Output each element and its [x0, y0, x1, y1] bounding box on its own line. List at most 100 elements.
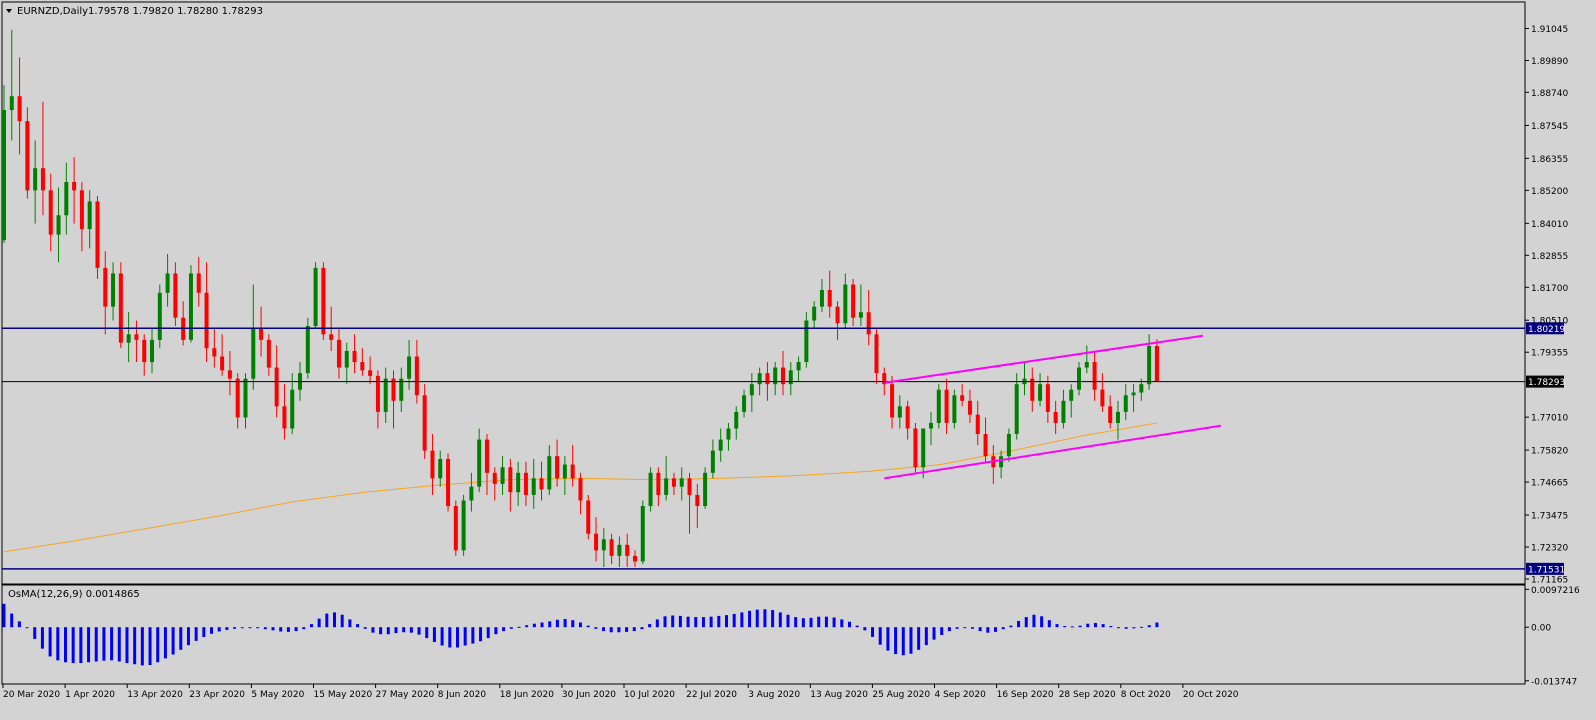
osma-axis: 0.0097216 0.00 -0.013747 — [1525, 586, 1580, 687]
candle-body — [640, 506, 645, 562]
bull-candle — [305, 317, 310, 379]
candle-body — [111, 273, 116, 307]
bear-candle — [25, 107, 30, 199]
osma-bar — [786, 614, 790, 628]
osma-bar — [463, 627, 467, 646]
osma-bar — [663, 616, 667, 628]
candle-body — [1100, 389, 1105, 407]
time-tick-label: 4 Sep 2020 — [935, 690, 987, 700]
osma-bar — [970, 627, 974, 629]
bear-candle — [1030, 367, 1035, 412]
price-tick-label: 1.80510 — [1531, 317, 1568, 327]
bull-candle — [679, 467, 684, 501]
candle-body — [220, 356, 225, 371]
price-tick-label: 1.77010 — [1531, 414, 1568, 424]
osma-bar — [1017, 620, 1021, 628]
bull-candle — [742, 389, 747, 418]
bear-candle — [913, 422, 918, 473]
osma-bar — [486, 627, 490, 639]
bull-candle — [87, 190, 92, 249]
bear-candle — [360, 348, 365, 376]
candle-body — [562, 464, 567, 479]
bull-candle — [56, 187, 61, 263]
bear-candle — [204, 262, 209, 363]
osma-bar — [248, 627, 252, 629]
osma-bar — [240, 627, 244, 629]
osma-bar — [748, 610, 752, 628]
osma-bar — [824, 616, 828, 628]
candle-body — [656, 472, 661, 495]
price-tick-label: 1.71165 — [1531, 576, 1568, 586]
time-axis: 20 Mar 2020 1 Apr 2020 13 Apr 2020 23 Apr 2… — [2, 684, 1239, 700]
osma-bar — [1047, 620, 1051, 628]
osma-bar — [2, 603, 6, 628]
time-tick-label: 13 Aug 2020 — [810, 690, 868, 700]
bull-candle — [1014, 373, 1019, 440]
bull-candle — [251, 284, 256, 390]
bull-candle — [500, 456, 505, 495]
candle-body — [1154, 345, 1159, 382]
osma-bar — [509, 627, 513, 629]
osma-bar — [694, 617, 698, 628]
bull-candle — [1084, 345, 1089, 374]
bull-candle — [773, 362, 778, 396]
osma-bar — [740, 612, 744, 628]
bear-candle — [539, 461, 544, 501]
osma-bar — [394, 627, 398, 634]
candle-body — [508, 467, 513, 493]
candle-body — [734, 411, 739, 429]
candle-body — [17, 96, 22, 122]
osma-bar — [963, 627, 967, 629]
candle-body — [710, 450, 715, 473]
osma-bar — [686, 616, 690, 628]
candle-body — [874, 334, 879, 374]
bull-candle — [1115, 400, 1120, 440]
candle-body — [134, 334, 139, 340]
osma-bar — [594, 627, 598, 629]
osma-bar — [763, 609, 767, 628]
time-tick-label: 8 Oct 2020 — [1121, 690, 1171, 700]
osma-bar — [632, 627, 636, 632]
bull-candle — [1061, 389, 1066, 429]
bear-candle — [48, 173, 53, 252]
osma-bar — [1032, 614, 1036, 628]
bull-candle — [469, 472, 474, 512]
candle-body — [1147, 345, 1152, 385]
candle-body — [142, 339, 147, 363]
time-tick-label: 20 Mar 2020 — [3, 690, 60, 700]
bear-candle — [352, 334, 357, 374]
candle-body — [48, 190, 53, 235]
osma-bar — [56, 627, 60, 661]
bull-candle — [531, 458, 536, 509]
caret-down-icon[interactable] — [6, 9, 12, 13]
candle-body — [165, 273, 170, 293]
candle-body — [461, 500, 466, 551]
candle-body — [414, 356, 419, 396]
bull-candle — [126, 312, 131, 363]
candle-body — [539, 478, 544, 490]
bull-candle — [290, 373, 295, 435]
bull-candle — [516, 461, 521, 507]
candle-body — [749, 384, 754, 396]
bear-candle — [866, 290, 871, 346]
candle-body — [726, 428, 731, 440]
level-tag — [1526, 322, 1564, 335]
osma-bar — [363, 627, 367, 629]
osma-bar — [17, 621, 21, 628]
bull-candle — [1038, 373, 1043, 407]
osma-bar — [348, 619, 352, 628]
candle-body — [282, 406, 287, 429]
bull-candle — [952, 389, 957, 429]
candle-body — [329, 334, 334, 340]
candle-body — [305, 326, 310, 374]
bear-candle — [835, 301, 840, 340]
bear-candle — [609, 533, 614, 565]
candle-body — [188, 273, 193, 340]
osma-bar — [1147, 625, 1151, 628]
osma-bar — [917, 627, 921, 650]
time-tick-label: 3 Aug 2020 — [748, 690, 800, 700]
osma-bar — [286, 627, 290, 632]
candle-body — [983, 434, 988, 457]
osma-bar — [1063, 626, 1067, 628]
